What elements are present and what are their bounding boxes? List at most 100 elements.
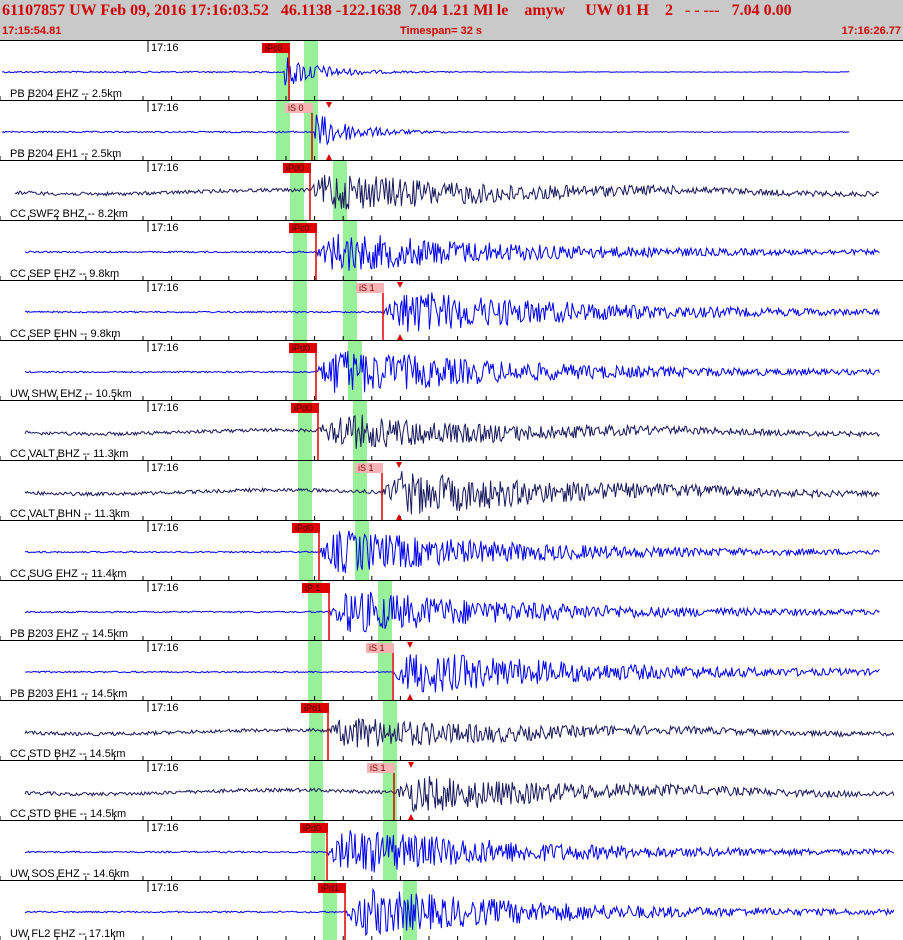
pick-flag[interactable] <box>366 643 394 653</box>
time-tick-label: 17:16 <box>151 342 179 354</box>
pick-flag[interactable] <box>355 463 383 473</box>
waveform-trace <box>24 887 895 937</box>
station-label: CC VALT BHZ -- 11.3km <box>10 448 128 460</box>
station-label: CC SEP EHN -- 9.8km <box>10 328 120 340</box>
pick-marker-bottom <box>408 814 414 820</box>
pick-flag[interactable] <box>300 823 328 833</box>
waveform-trace <box>24 414 880 449</box>
pick-flag[interactable] <box>302 583 330 593</box>
pick-marker-bottom <box>396 514 402 520</box>
trace-row[interactable]: 17:16 iPd0 UW SOS EHZ -- 14.6km <box>0 820 903 880</box>
trace-row[interactable]: 17:16 iPd0 CC SWF2 BHZ -- 8.2km <box>0 160 903 220</box>
s-window-strip <box>403 880 417 940</box>
station-label: CC SUG EHZ -- 11.4km <box>10 568 127 580</box>
trace-row[interactable]: 17:16 iPd1 CC STD BHZ -- 14.5km <box>0 700 903 760</box>
pick-marker-top <box>396 462 402 468</box>
p-window-strip <box>308 640 322 700</box>
waveform-trace <box>24 776 895 813</box>
pick-label: iP 1 <box>305 583 320 593</box>
p-window-strip <box>309 760 323 820</box>
s-window-strip <box>353 460 367 520</box>
p-window-strip <box>276 100 290 160</box>
trace-row[interactable]: 17:16 iS 1 PB B203 EH1 -- 14.5km <box>0 640 903 700</box>
station-label: UW SOS EHZ -- 14.6km <box>10 868 129 880</box>
trace-row[interactable]: 17:16 iPd0 CC VALT BHZ -- 11.3km <box>0 400 903 460</box>
station-label: CC SEP EHZ -- 9.8km <box>10 268 119 280</box>
s-window-strip <box>383 820 397 880</box>
p-window-strip <box>276 40 290 100</box>
trace-row[interactable]: 17:16 iS 1 CC SEP EHN -- 9.8km <box>0 280 903 340</box>
time-tick-label: 17:16 <box>151 762 179 774</box>
time-tick-label: 17:16 <box>151 582 179 594</box>
pick-flag[interactable] <box>283 163 311 173</box>
waveform-trace <box>25 292 880 332</box>
time-tick-label: 17:16 <box>151 522 179 534</box>
pick-flag[interactable] <box>262 43 290 53</box>
trace-row[interactable]: 17:16 iP 1 PB B203 EHZ -- 14.5km <box>0 580 903 640</box>
station-label: PB B204 EHZ -- 2.5km <box>10 88 122 100</box>
waveform-trace <box>24 718 895 748</box>
waveform-trace <box>1 114 850 146</box>
trace-row[interactable]: 17:16 iS 0 PB B204 EH1 -- 2.5km <box>0 100 903 160</box>
s-window-strip <box>378 580 392 640</box>
s-window-strip <box>304 100 318 160</box>
time-tick-label: 17:16 <box>151 402 179 414</box>
pick-label: iS 1 <box>369 643 385 653</box>
pick-label: iPd1 <box>321 883 339 893</box>
pick-marker-top <box>408 762 414 768</box>
pick-label: iS 0 <box>288 103 304 113</box>
time-tick-label: 17:16 <box>151 282 179 294</box>
s-window-strip <box>378 640 392 700</box>
station-label: PB B204 EH1 -- 2.5km <box>10 148 121 160</box>
pick-marker-top <box>326 102 332 108</box>
station-label: CC SWF2 BHZ -- 8.2km <box>10 208 128 220</box>
pick-label: iPd1 <box>304 703 322 713</box>
trace-row[interactable]: 17:16 iPc0 CC SEP EHZ -- 9.8km <box>0 220 903 280</box>
pick-flag[interactable] <box>367 763 395 773</box>
pick-label: iPc0 <box>292 223 310 233</box>
p-window-strip <box>293 220 307 280</box>
trace-row[interactable]: 17:16 iPd0 CC SUG EHZ -- 11.4km <box>0 520 903 580</box>
time-tick-label: 17:16 <box>151 882 179 894</box>
waveform-trace <box>14 175 879 210</box>
pick-flag[interactable] <box>289 223 317 233</box>
pick-flag[interactable] <box>356 283 384 293</box>
pick-label: iPd0 <box>286 163 304 173</box>
waveform-trace <box>24 654 880 693</box>
station-label: UW SHW EHZ -- 10.5km <box>10 388 132 400</box>
p-window-strip <box>311 820 325 880</box>
time-tick-label: 17:16 <box>151 822 179 834</box>
trace-row[interactable]: 17:16 iS 1 CC VALT BHN -- 11.3km <box>0 460 903 520</box>
start-time: 17:15:54.81 <box>2 25 62 37</box>
time-tick-label: 17:16 <box>151 702 179 714</box>
waveform-trace <box>24 471 880 515</box>
end-time: 17:16:26.77 <box>841 25 901 37</box>
station-label: UW FL2 EHZ -- 17.1km <box>10 928 125 940</box>
waveform-trace <box>24 591 880 633</box>
pick-marker-top <box>407 642 413 648</box>
p-window-strip <box>308 580 322 640</box>
pick-flag[interactable] <box>289 343 317 353</box>
p-window-strip <box>293 340 307 400</box>
waveform-trace <box>24 351 880 393</box>
trace-row[interactable]: 17:16 iPd0 UW SHW EHZ -- 10.5km <box>0 340 903 400</box>
pick-flag[interactable] <box>291 403 319 413</box>
pick-marker-bottom <box>407 694 413 700</box>
pick-flag[interactable] <box>318 883 346 893</box>
seismogram-panel[interactable]: 17:16 iPc0 PB B204 EHZ -- 2.5km 17:16 iS 0 PB… <box>0 40 903 940</box>
trace-row[interactable]: 17:16 iPc0 PB B204 EHZ -- 2.5km <box>0 40 903 100</box>
pick-flag[interactable] <box>292 523 320 533</box>
pick-label: iS 1 <box>359 283 375 293</box>
pick-marker-bottom <box>326 154 332 160</box>
pick-flag[interactable] <box>301 703 329 713</box>
pick-label: iS 1 <box>370 763 386 773</box>
waveform-trace <box>24 830 895 873</box>
station-label: PB B203 EH1 -- 14.5km <box>10 688 127 700</box>
pick-marker-top <box>397 282 403 288</box>
trace-row[interactable]: 17:16 iS 1 CC STD BHE -- 14.5km <box>0 760 903 820</box>
p-window-strip <box>323 880 337 940</box>
pick-flag[interactable] <box>285 103 313 113</box>
pick-label: iPd0 <box>295 523 313 533</box>
trace-row[interactable]: 17:16 iPd1 UW FL2 EHZ -- 17.1km <box>0 880 903 940</box>
time-tick-label: 17:16 <box>151 642 179 654</box>
